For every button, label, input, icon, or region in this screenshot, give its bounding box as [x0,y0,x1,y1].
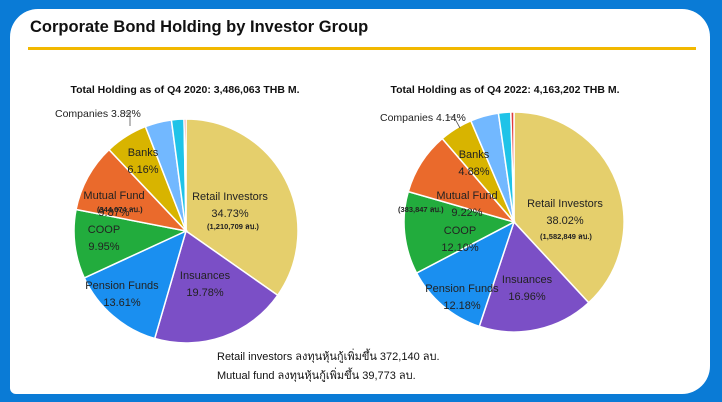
slice-note-mutual-fund: (383,847 ลบ.) [398,205,444,214]
pie-slice-pension-funds [415,220,516,328]
slice-note-retail-investors: (1,210,709 ลบ.) [207,222,259,231]
chart-title-2020: Total Holding as of Q4 2020: 3,486,063 T… [70,84,299,96]
slice-value-retail-investors: 34.73% [211,208,249,220]
page-title: Corporate Bond Holding by Investor Group [30,18,369,36]
slice-value-banks: 4.88% [458,166,489,178]
slice-label-mutual-fund: Mutual Fund [83,190,144,202]
slice-value-mutual-fund: 9.87% [98,207,129,219]
leader-line [122,112,131,126]
slice-label-banks: Banks [128,147,159,159]
slice-value-mutual-fund: 9.22% [451,207,482,219]
pie-2020: Retail Investors 34.73% (1,210,709 ลบ.) Ins… [55,108,299,344]
slice-value-coop: 9.95% [88,241,119,253]
slice-value-coop: 12.10% [441,242,479,254]
pie-slice-insuances [478,220,590,333]
note-retail: Retail investors ลงทุนหุ้นกู้เพิ่มขึ้น 3… [217,351,440,363]
chart-title-2022: Total Holding as of Q4 2022: 4,163,202 T… [390,84,619,96]
slice-value-retail-investors: 38.02% [546,215,584,227]
pie-slice-retail-investors [513,111,625,304]
pie-slice-other-8 [183,118,187,232]
slice-note-mutual-fund: (344,074 ลบ.) [97,205,143,214]
leader-line [447,116,461,129]
pie-slice-retail-investors [185,118,299,297]
slice-label-banks: Banks [459,149,490,161]
slice-label-mutual-fund: Mutual Fund [436,190,497,202]
slice-label-companies: Companies 3.82% [55,108,141,120]
pie-slice-pension-funds [83,229,188,340]
slice-label-companies: Companies 4.14% [380,112,466,124]
slice-label-pension-funds: Pension Funds [85,280,159,292]
pie-slice-coop [403,190,517,275]
slice-label-pension-funds: Pension Funds [425,283,499,295]
slice-label-retail-investors: Retail Investors [527,198,603,210]
pie-2022: Retail Investors 38.02% (1,582,849 ลบ.) Ins… [380,111,625,333]
title-underline [28,47,696,50]
pie-slice-other-8 [510,111,515,223]
note-mutual-fund: Mutual fund ลงทุนหุ้นกู้เพิ่มขึ้น 39,773… [217,370,416,382]
slice-label-coop: COOP [88,224,120,236]
pie-slice-insuances [153,229,279,344]
slice-value-insuances: 16.96% [508,291,546,303]
slice-label-coop: COOP [444,225,476,237]
slice-value-pension-funds: 12.18% [443,300,481,312]
slice-label-insuances: Insuances [502,274,553,286]
slice-label-insuances: Insuances [180,270,231,282]
slice-note-retail-investors: (1,582,849 ลบ.) [540,232,592,241]
slice-label-retail-investors: Retail Investors [192,191,268,203]
slice-value-pension-funds: 13.61% [103,297,141,309]
slice-value-insuances: 19.78% [186,287,224,299]
slice-value-banks: 6.16% [127,164,158,176]
